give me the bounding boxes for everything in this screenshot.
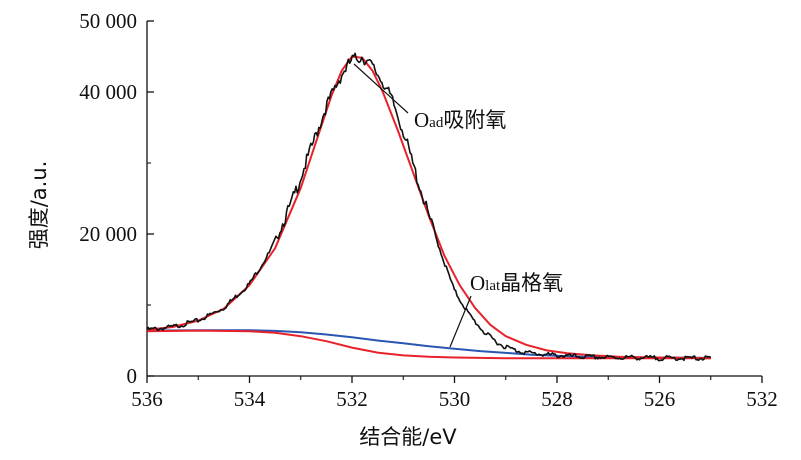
x-tick-label: 532 <box>336 387 368 411</box>
y-tick-label: 20 000 <box>79 222 137 246</box>
y-axis-title: 强度/a.u. <box>27 161 51 250</box>
x-tick-label: 536 <box>131 387 163 411</box>
x-tick-label: 528 <box>541 387 573 411</box>
x-tick-label: 526 <box>644 387 676 411</box>
lattice-oxygen-label: Olat晶格氧 <box>470 271 563 295</box>
svg-text:Oad吸附氧: Oad吸附氧 <box>414 108 506 132</box>
adsorbed-oxygen-pointer <box>353 63 409 114</box>
lattice-oxygen-pointer <box>449 295 472 348</box>
x-tick-label: 530 <box>439 387 471 411</box>
x-axis-title: 结合能/eV <box>359 425 457 449</box>
series-fit-envelope <box>146 55 711 360</box>
series-measured <box>146 52 712 362</box>
y-tick-label: 50 000 <box>79 9 137 33</box>
y-tick-label: 0 <box>127 364 138 388</box>
axes: 536 534 532 530 528 526 532 0 20 000 40 000 50 000 <box>79 9 778 411</box>
series-layer <box>146 52 712 362</box>
x-tick-label: 534 <box>234 387 266 411</box>
svg-text:Olat晶格氧: Olat晶格氧 <box>470 271 563 295</box>
y-tick-label: 40 000 <box>79 80 137 104</box>
x-tick-label: 532 <box>746 387 778 411</box>
series-baseline <box>146 329 711 359</box>
adsorbed-oxygen-label: Oad吸附氧 <box>414 108 506 132</box>
series-lattice-oxygen-component <box>146 329 711 360</box>
